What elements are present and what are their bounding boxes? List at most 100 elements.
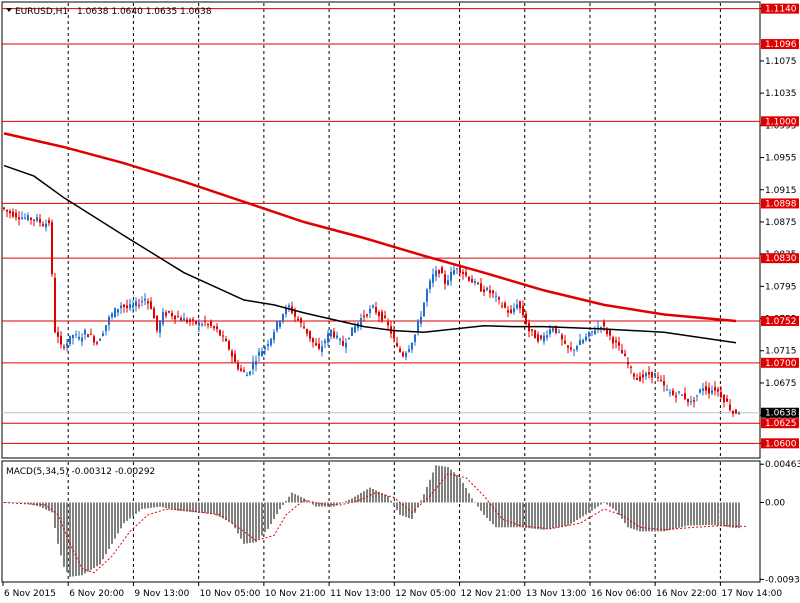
- macd-bar: [633, 502, 635, 530]
- candle-body: [414, 334, 416, 342]
- candle-body: [441, 267, 443, 274]
- macd-bar: [18, 502, 20, 503]
- candle-body: [651, 371, 653, 378]
- macd-bar: [204, 502, 206, 514]
- time-label: 6 Nov 2015: [4, 589, 56, 599]
- candle-body: [558, 331, 560, 333]
- time-label: 9 Nov 13:00: [134, 589, 189, 599]
- macd-bar: [207, 502, 209, 514]
- candle-body: [132, 305, 134, 308]
- candle-body: [249, 371, 251, 375]
- macd-bar: [666, 502, 668, 531]
- candle-body: [639, 376, 641, 381]
- price-panel-frame: [1, 1, 761, 459]
- macd-bar: [240, 502, 242, 539]
- price-tick-label: 1.0915: [765, 186, 797, 196]
- macd-bar: [492, 502, 494, 525]
- macd-bar: [135, 502, 137, 514]
- candle-body: [39, 218, 41, 223]
- candle-body: [345, 343, 347, 348]
- level-label: 1.1096: [765, 40, 797, 50]
- candle-body: [435, 270, 437, 277]
- macd-bar: [687, 502, 689, 526]
- symbol-dropdown-icon[interactable]: [6, 8, 12, 12]
- price-tick-label: 1.0875: [765, 218, 797, 228]
- candle-body: [54, 277, 56, 333]
- candle-body: [507, 310, 509, 313]
- candle-body: [408, 349, 410, 352]
- candle-body: [81, 337, 83, 342]
- macd-bar: [690, 502, 692, 526]
- candle-body: [465, 272, 467, 276]
- candle-body: [633, 373, 635, 377]
- candle-body: [693, 400, 695, 402]
- macd-bar: [87, 502, 89, 572]
- macd-bar: [267, 502, 269, 529]
- macd-bar: [438, 465, 440, 503]
- macd-bar: [150, 502, 152, 508]
- macd-bar: [483, 502, 485, 515]
- candle-body: [420, 316, 422, 324]
- macd-bar: [198, 502, 200, 513]
- macd-bar: [378, 491, 380, 503]
- candle-body: [483, 289, 485, 293]
- candle-body: [477, 282, 479, 284]
- candle-body: [36, 217, 38, 221]
- macd-bar: [528, 502, 530, 529]
- macd-bar: [642, 502, 644, 532]
- macd-bar: [93, 502, 95, 569]
- macd-bar: [111, 502, 113, 544]
- level-label: 1.0898: [765, 199, 797, 209]
- candle-body: [501, 305, 503, 307]
- macd-bar: [384, 494, 386, 503]
- macd-bar: [297, 495, 299, 503]
- macd-bar: [552, 502, 554, 529]
- candle-body: [567, 345, 569, 348]
- macd-bar: [345, 501, 347, 503]
- macd-bar: [249, 502, 251, 543]
- ma-fast-line: [3, 164, 737, 344]
- candle-body: [702, 388, 704, 391]
- macd-bar: [489, 502, 491, 522]
- candle-body: [375, 306, 377, 313]
- macd-bar: [225, 502, 227, 521]
- macd-bar: [615, 502, 617, 511]
- level-label-bg: [761, 3, 799, 14]
- candle-body: [681, 394, 683, 396]
- macd-bar: [177, 502, 179, 511]
- candle-body: [735, 409, 737, 414]
- macd-bar: [117, 502, 119, 534]
- macd-bar: [264, 502, 266, 533]
- candle-body: [48, 220, 50, 224]
- candle-body: [606, 328, 608, 334]
- macd-bar: [699, 502, 701, 526]
- macd-bar: [144, 502, 146, 509]
- candle-body: [72, 335, 74, 339]
- macd-bar: [381, 493, 383, 503]
- level-label: 1.0700: [765, 359, 797, 369]
- ma-slow-line: [3, 132, 737, 323]
- macd-bar: [468, 493, 470, 503]
- candle-body: [363, 315, 365, 317]
- macd-bar: [639, 502, 641, 532]
- candle-body: [312, 337, 314, 343]
- macd-bar: [318, 502, 320, 507]
- candle-body: [12, 211, 14, 217]
- macd-bar: [165, 502, 167, 509]
- candle-body: [330, 329, 332, 337]
- candle-body: [138, 304, 140, 306]
- macd-bar: [255, 502, 257, 543]
- macd-bar: [375, 490, 377, 503]
- macd-bar: [156, 502, 158, 508]
- macd-bar: [624, 502, 626, 524]
- macd-bar: [537, 502, 539, 530]
- macd-bar: [522, 502, 524, 528]
- macd-bar: [24, 502, 26, 504]
- macd-bar: [189, 502, 191, 512]
- macd-bar: [219, 502, 221, 518]
- candle-body: [708, 387, 710, 394]
- candle-body: [117, 308, 119, 313]
- candle-body: [21, 217, 23, 219]
- candle-body: [27, 215, 29, 221]
- candle-body: [669, 392, 671, 394]
